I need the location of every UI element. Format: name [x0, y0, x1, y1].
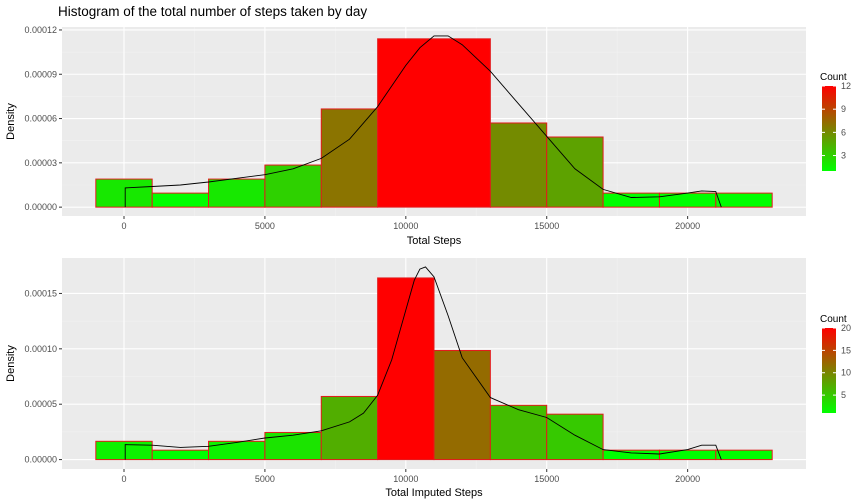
legend-title: Count: [820, 314, 847, 325]
x-tick-label: 20000: [675, 474, 700, 484]
y-tick-label: 0.00005: [24, 399, 57, 409]
legend-tick-label: 6: [841, 127, 846, 137]
density-curve: [124, 35, 722, 208]
legend-tick-label: 10: [841, 368, 851, 378]
x-tick-label: 15000: [534, 474, 559, 484]
density-curve: [124, 266, 722, 460]
histogram-bar: [264, 431, 322, 461]
y-tick-label: 0.00000: [24, 455, 57, 465]
chart-panel-1: 0 5000 10000 15000 20000 0.00000 0.00003 0.0000…: [5, 25, 851, 247]
histogram-bar: [489, 122, 548, 208]
histogram-bar: [377, 277, 435, 461]
histogram-bar: [715, 192, 773, 208]
y-axis-title: Density: [5, 103, 17, 140]
histogram-bar: [208, 178, 266, 208]
histogram-bar: [546, 413, 604, 461]
x-tick-label: 0: [121, 474, 126, 484]
x-axis-title: Total Steps: [407, 235, 462, 247]
x-tick-label: 0: [121, 221, 126, 231]
x-tick-label: 10000: [393, 221, 418, 231]
x-tick-label: 20000: [675, 221, 700, 231]
x-tick-label: 5000: [255, 221, 275, 231]
legend: Count 3 6 9 12: [820, 72, 851, 171]
chart-panel-2: 0 5000 10000 15000 20000 0.00000 0.00005 0.0001…: [5, 258, 851, 499]
histogram-bar: [602, 192, 660, 208]
legend-tick-label: 15: [841, 345, 851, 355]
histogram-bar: [208, 440, 266, 461]
histogram-bar: [320, 108, 379, 208]
y-tick-label: 0.00012: [24, 25, 57, 35]
histogram-bar: [264, 164, 322, 208]
chart-title: Histogram of the total number of steps t…: [58, 4, 367, 19]
histogram-bar: [151, 192, 210, 208]
legend-tick-label: 3: [841, 151, 846, 161]
histogram-bar: [489, 404, 548, 461]
legend-tick-label: 20: [841, 323, 851, 333]
y-tick-label: 0.00003: [24, 158, 57, 168]
histogram-bar: [95, 178, 153, 208]
histogram-bar: [658, 192, 717, 208]
legend-tick-label: 12: [841, 81, 851, 91]
legend-title: Count: [820, 72, 847, 83]
y-tick-label: 0.00015: [24, 288, 57, 298]
histogram-bar: [377, 38, 491, 208]
legend-colorbar: [822, 328, 836, 413]
histogram-bar: [546, 136, 604, 208]
histogram-bar: [433, 349, 491, 461]
legend: Count 5 10 15 20: [820, 314, 851, 413]
x-tick-label: 10000: [393, 474, 418, 484]
legend-tick-label: 5: [841, 390, 846, 400]
y-tick-label: 0.00000: [24, 202, 57, 212]
y-tick-label: 0.00009: [24, 69, 57, 79]
x-tick-label: 15000: [534, 221, 559, 231]
histogram-bar: [658, 449, 717, 461]
histogram-bar: [95, 440, 153, 461]
histogram-bar: [715, 449, 773, 461]
legend-colorbar: [822, 86, 836, 171]
y-axis-title: Density: [5, 345, 17, 382]
x-tick-label: 5000: [255, 474, 275, 484]
histogram-bar: [602, 449, 660, 461]
y-tick-label: 0.00010: [24, 344, 57, 354]
histogram-bar: [151, 449, 210, 461]
legend-tick-label: 9: [841, 104, 846, 114]
y-tick-label: 0.00006: [24, 114, 57, 124]
x-axis-title: Total Imputed Steps: [385, 487, 483, 499]
